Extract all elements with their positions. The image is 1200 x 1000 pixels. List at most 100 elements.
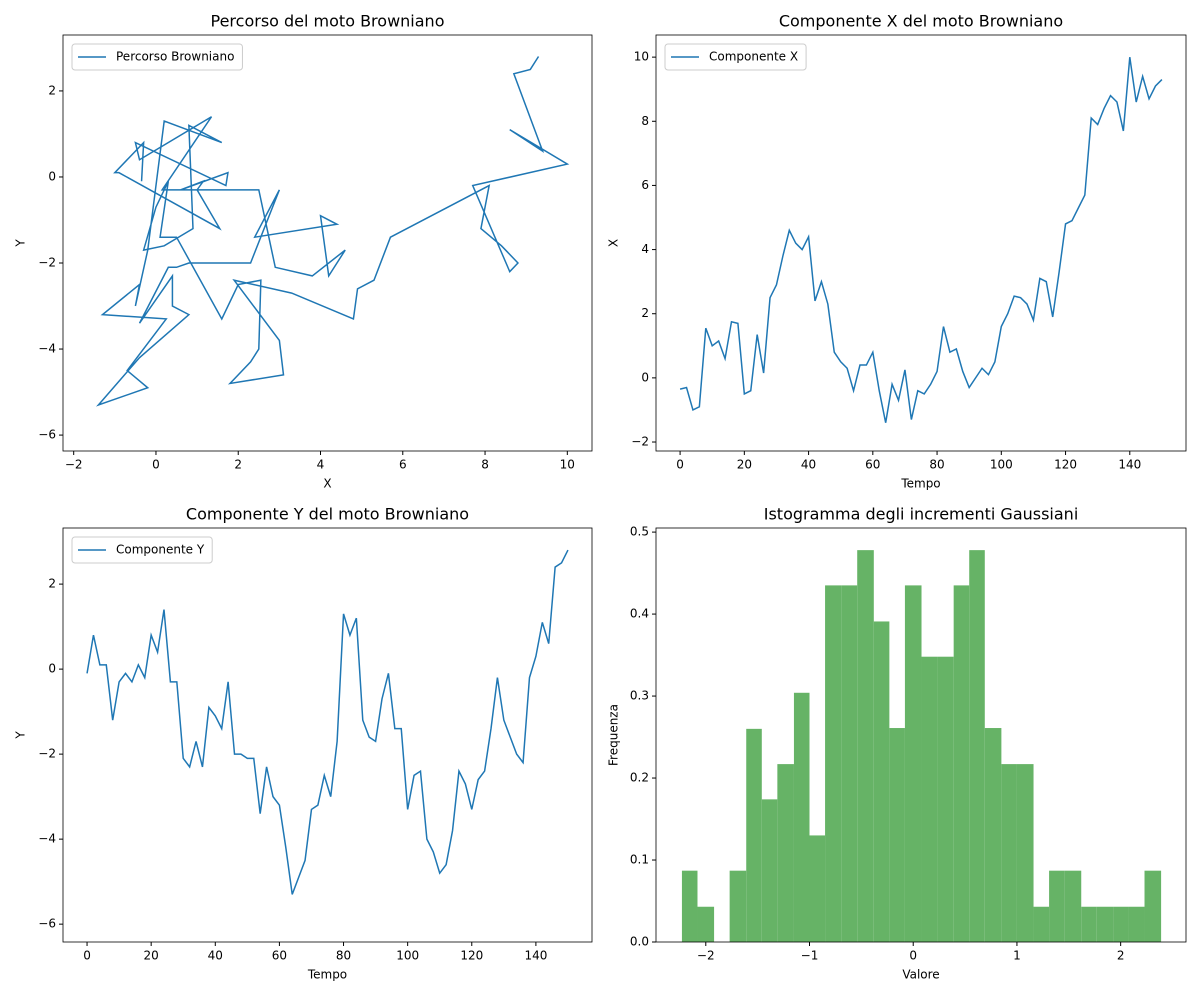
x-tick-label: 120 <box>1054 458 1077 472</box>
y-tick-label: 0.3 <box>630 689 649 703</box>
histogram-bar <box>746 728 762 942</box>
data-line <box>95 56 570 407</box>
y-tick-label: 0 <box>48 662 56 676</box>
x-tick-label: 60 <box>865 458 880 472</box>
x-tick-label: 0 <box>83 949 91 963</box>
y-tick-label: −2 <box>38 256 56 270</box>
axes-frame <box>655 34 1187 452</box>
axes-frame <box>62 34 593 452</box>
x-axis-label: Valore <box>902 968 939 982</box>
subplot-title: Componente X del moto Browniano <box>779 12 1063 31</box>
legend: Componente X <box>664 43 807 71</box>
x-tick-label: −2 <box>65 458 83 472</box>
y-tick-label: −2 <box>38 747 56 761</box>
histogram-bar <box>1049 870 1065 942</box>
histogram-bar <box>1113 906 1129 942</box>
y-tick-label: −2 <box>631 435 649 449</box>
x-tick-label: 100 <box>396 949 419 963</box>
histogram-bar <box>777 764 794 942</box>
histogram-bar <box>809 835 826 942</box>
y-axis-label: Y <box>14 731 28 740</box>
legend: Componente Y <box>71 536 213 564</box>
x-tick-label: 2 <box>1117 949 1125 963</box>
histogram-bar <box>825 585 842 942</box>
x-tick-label: −1 <box>801 949 819 963</box>
x-tick-label: 6 <box>399 458 407 472</box>
histogram-bar <box>1144 870 1162 942</box>
histogram-bar <box>904 585 922 942</box>
histogram-bar <box>1001 764 1017 942</box>
subplot: 0 20 40 60 80 100 120 140 −2 0 2 4 6 8 10 Componente X … <box>607 12 1187 491</box>
histogram-bar <box>841 585 858 942</box>
y-tick-label: 2 <box>641 306 649 320</box>
subplot: −2 −1 0 1 2 0.0 0.1 0.2 0.3 0.4 0.5 Istogramma degl… <box>607 505 1187 982</box>
x-tick-label: 120 <box>460 949 483 963</box>
legend: Percorso Browniano <box>71 43 243 71</box>
histogram-bar <box>1016 764 1034 942</box>
x-tick-label: 0 <box>152 458 160 472</box>
histogram-bar <box>921 656 938 942</box>
x-tick-label: 40 <box>801 458 816 472</box>
subplot-title: Componente Y del moto Browniano <box>186 505 469 524</box>
subplot-title: Istogramma degli incrementi Gaussiani <box>764 505 1079 524</box>
subplot: −2 0 2 4 6 8 10 −6 −4 −2 0 2 Percorso del moto Brown… <box>14 12 593 491</box>
legend-label: Componente X <box>709 50 798 64</box>
y-tick-label: 0.0 <box>630 935 649 949</box>
x-tick-label: 10 <box>560 458 575 472</box>
x-tick-label: 40 <box>208 949 223 963</box>
y-tick-label: 0 <box>48 169 56 183</box>
legend-box <box>664 43 807 71</box>
y-axis-label: Frequenza <box>607 704 621 766</box>
x-tick-label: 1 <box>1013 949 1021 963</box>
x-tick-label: 0 <box>909 949 917 963</box>
x-tick-label: 80 <box>336 949 351 963</box>
legend-box <box>71 43 243 71</box>
histogram-bar <box>873 621 890 942</box>
y-tick-label: 4 <box>641 242 649 256</box>
x-tick-label: 60 <box>272 949 287 963</box>
y-tick-label: 0.2 <box>630 771 649 785</box>
y-tick-label: 0.4 <box>630 607 649 621</box>
y-tick-label: 6 <box>641 178 649 192</box>
data-line <box>86 549 569 895</box>
axes-frame <box>62 527 593 943</box>
histogram-bar <box>761 799 778 942</box>
x-tick-label: 8 <box>481 458 489 472</box>
x-tick-label: 0 <box>676 458 684 472</box>
y-tick-label: 8 <box>641 114 649 128</box>
x-axis-label: Tempo <box>900 477 940 491</box>
x-axis-label: X <box>323 477 331 491</box>
x-tick-label: 140 <box>1118 458 1141 472</box>
y-tick-label: 10 <box>634 50 649 64</box>
axes-frame <box>655 527 1187 943</box>
subplot: 0 20 40 60 80 100 120 140 −6 −4 −2 0 2 Componente Y d… <box>14 505 593 982</box>
y-tick-label: 2 <box>48 577 56 591</box>
y-axis-label: X <box>607 239 621 247</box>
y-axis-label: Y <box>14 239 28 248</box>
x-tick-label: 20 <box>737 458 752 472</box>
x-tick-label: 140 <box>524 949 547 963</box>
y-tick-label: −4 <box>38 342 56 356</box>
y-tick-label: 0.5 <box>630 525 649 539</box>
histogram-bar <box>793 692 810 942</box>
x-tick-label: 2 <box>234 458 242 472</box>
legend-box <box>71 536 213 564</box>
histogram-bar <box>984 728 1002 942</box>
histogram-bar <box>1081 906 1097 942</box>
histogram-bar <box>1064 870 1082 942</box>
x-tick-label: 4 <box>317 458 325 472</box>
data-line <box>679 57 1163 423</box>
x-tick-label: 80 <box>929 458 944 472</box>
y-tick-label: −6 <box>38 428 56 442</box>
y-tick-label: −4 <box>38 832 56 846</box>
histogram-bar <box>889 728 905 942</box>
histogram-bar <box>1033 906 1050 942</box>
histogram-bar <box>857 550 874 942</box>
y-tick-label: 2 <box>48 83 56 97</box>
legend-label: Componente Y <box>116 543 205 557</box>
histogram-bar <box>937 656 954 942</box>
y-tick-label: 0 <box>641 370 649 384</box>
x-tick-label: 20 <box>144 949 159 963</box>
legend-label: Percorso Browniano <box>116 50 234 64</box>
